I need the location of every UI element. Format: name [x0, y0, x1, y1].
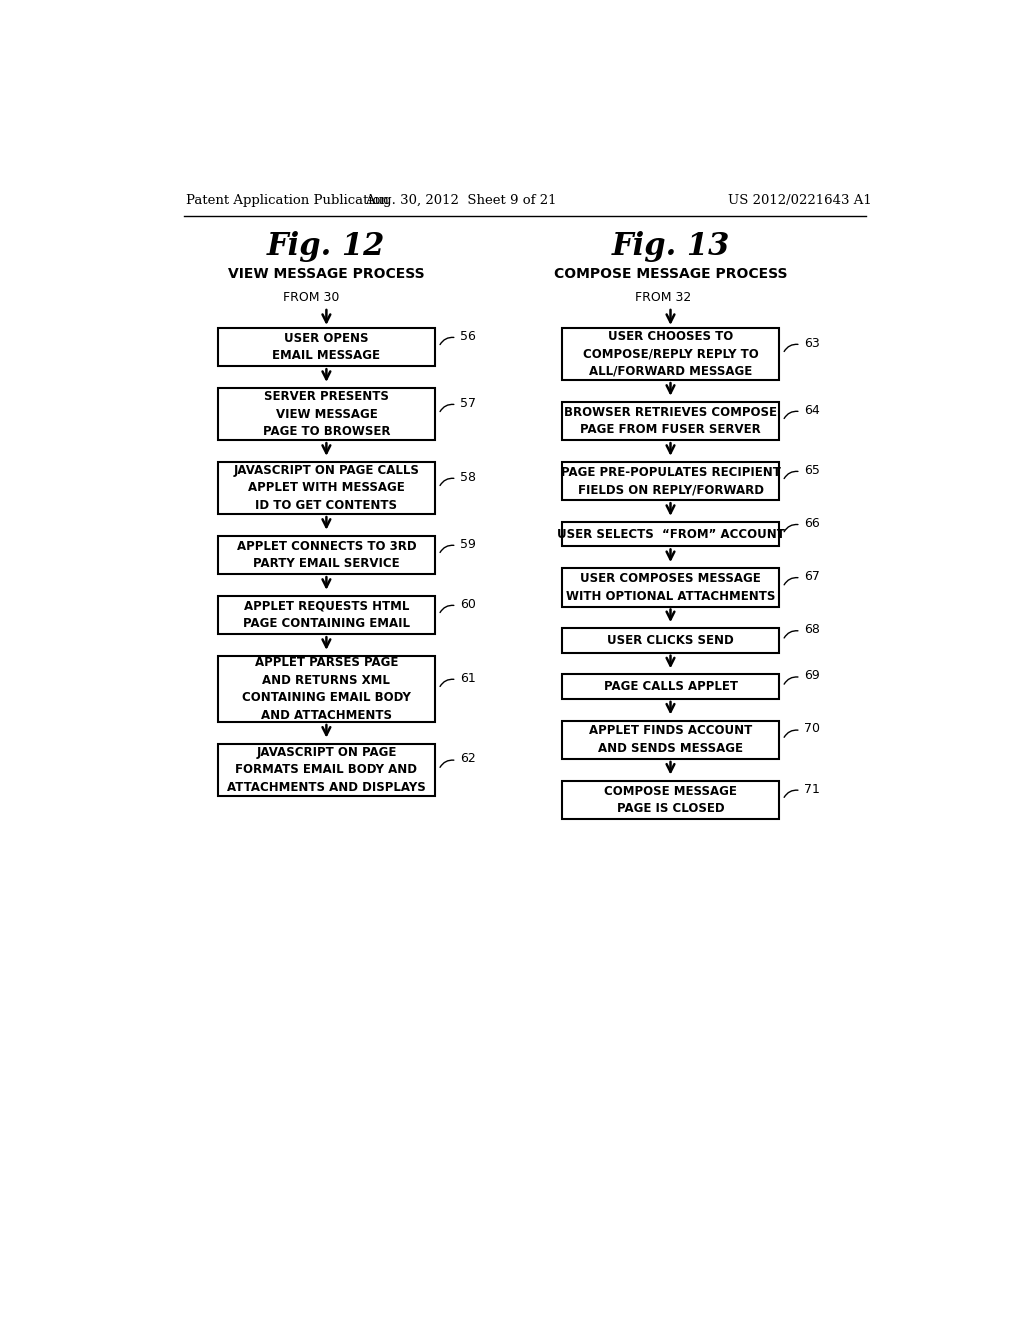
- Text: 71: 71: [804, 783, 819, 796]
- Bar: [218, 388, 435, 441]
- Bar: [562, 521, 779, 546]
- Text: USER CHOOSES TO
COMPOSE/REPLY REPLY TO
ALL/FORWARD MESSAGE: USER CHOOSES TO COMPOSE/REPLY REPLY TO A…: [583, 330, 759, 378]
- Text: 61: 61: [460, 672, 475, 685]
- Text: FROM 32: FROM 32: [635, 290, 691, 304]
- Text: 59: 59: [460, 537, 475, 550]
- Text: APPLET REQUESTS HTML
PAGE CONTAINING EMAIL: APPLET REQUESTS HTML PAGE CONTAINING EMA…: [243, 599, 410, 630]
- Bar: [562, 721, 779, 759]
- Text: USER CLICKS SEND: USER CLICKS SEND: [607, 634, 734, 647]
- Text: USER SELECTS  “FROM” ACCOUNT: USER SELECTS “FROM” ACCOUNT: [557, 528, 784, 541]
- Text: Fig. 13: Fig. 13: [611, 231, 730, 263]
- Text: Aug. 30, 2012  Sheet 9 of 21: Aug. 30, 2012 Sheet 9 of 21: [366, 194, 557, 207]
- Text: APPLET FINDS ACCOUNT
AND SENDS MESSAGE: APPLET FINDS ACCOUNT AND SENDS MESSAGE: [589, 725, 752, 755]
- Text: 60: 60: [460, 598, 475, 611]
- Bar: [218, 743, 435, 796]
- Text: COMPOSE MESSAGE PROCESS: COMPOSE MESSAGE PROCESS: [554, 267, 787, 281]
- Bar: [562, 462, 779, 500]
- Text: US 2012/0221643 A1: US 2012/0221643 A1: [728, 194, 872, 207]
- Text: COMPOSE MESSAGE
PAGE IS CLOSED: COMPOSE MESSAGE PAGE IS CLOSED: [604, 784, 737, 814]
- Text: JAVASCRIPT ON PAGE CALLS
APPLET WITH MESSAGE
ID TO GET CONTENTS: JAVASCRIPT ON PAGE CALLS APPLET WITH MES…: [233, 463, 420, 512]
- Text: PAGE PRE-POPULATES RECIPIENT
FIELDS ON REPLY/FORWARD: PAGE PRE-POPULATES RECIPIENT FIELDS ON R…: [560, 466, 780, 496]
- Text: 62: 62: [460, 752, 475, 766]
- Text: USER OPENS
EMAIL MESSAGE: USER OPENS EMAIL MESSAGE: [272, 331, 380, 362]
- Bar: [562, 675, 779, 700]
- Text: 66: 66: [804, 517, 819, 529]
- Bar: [562, 628, 779, 653]
- Text: APPLET PARSES PAGE
AND RETURNS XML
CONTAINING EMAIL BODY
AND ATTACHMENTS: APPLET PARSES PAGE AND RETURNS XML CONTA…: [242, 656, 411, 722]
- Text: USER COMPOSES MESSAGE
WITH OPTIONAL ATTACHMENTS: USER COMPOSES MESSAGE WITH OPTIONAL ATTA…: [566, 572, 775, 602]
- Bar: [218, 656, 435, 722]
- Text: APPLET CONNECTS TO 3RD
PARTY EMAIL SERVICE: APPLET CONNECTS TO 3RD PARTY EMAIL SERVI…: [237, 540, 416, 570]
- Text: SERVER PRESENTS
VIEW MESSAGE
PAGE TO BROWSER: SERVER PRESENTS VIEW MESSAGE PAGE TO BRO…: [262, 389, 390, 438]
- Bar: [562, 780, 779, 818]
- Text: VIEW MESSAGE PROCESS: VIEW MESSAGE PROCESS: [228, 267, 425, 281]
- Text: 68: 68: [804, 623, 819, 636]
- Bar: [218, 536, 435, 574]
- Bar: [562, 568, 779, 607]
- Text: Patent Application Publication: Patent Application Publication: [186, 194, 389, 207]
- Text: 57: 57: [460, 397, 476, 409]
- Text: 63: 63: [804, 337, 819, 350]
- Text: Fig. 12: Fig. 12: [267, 231, 386, 263]
- Text: 64: 64: [804, 404, 819, 417]
- Bar: [562, 327, 779, 380]
- Text: FROM 30: FROM 30: [283, 290, 339, 304]
- Bar: [218, 595, 435, 635]
- Text: BROWSER RETRIEVES COMPOSE
PAGE FROM FUSER SERVER: BROWSER RETRIEVES COMPOSE PAGE FROM FUSE…: [564, 405, 777, 436]
- Text: 70: 70: [804, 722, 820, 735]
- Text: JAVASCRIPT ON PAGE
FORMATS EMAIL BODY AND
ATTACHMENTS AND DISPLAYS: JAVASCRIPT ON PAGE FORMATS EMAIL BODY AN…: [227, 746, 426, 793]
- Text: 58: 58: [460, 471, 476, 483]
- Bar: [562, 401, 779, 441]
- Bar: [218, 462, 435, 515]
- Text: 67: 67: [804, 570, 819, 583]
- Text: PAGE CALLS APPLET: PAGE CALLS APPLET: [603, 680, 737, 693]
- Text: 69: 69: [804, 669, 819, 682]
- Bar: [218, 327, 435, 367]
- Text: 56: 56: [460, 330, 475, 343]
- Text: 65: 65: [804, 463, 819, 477]
